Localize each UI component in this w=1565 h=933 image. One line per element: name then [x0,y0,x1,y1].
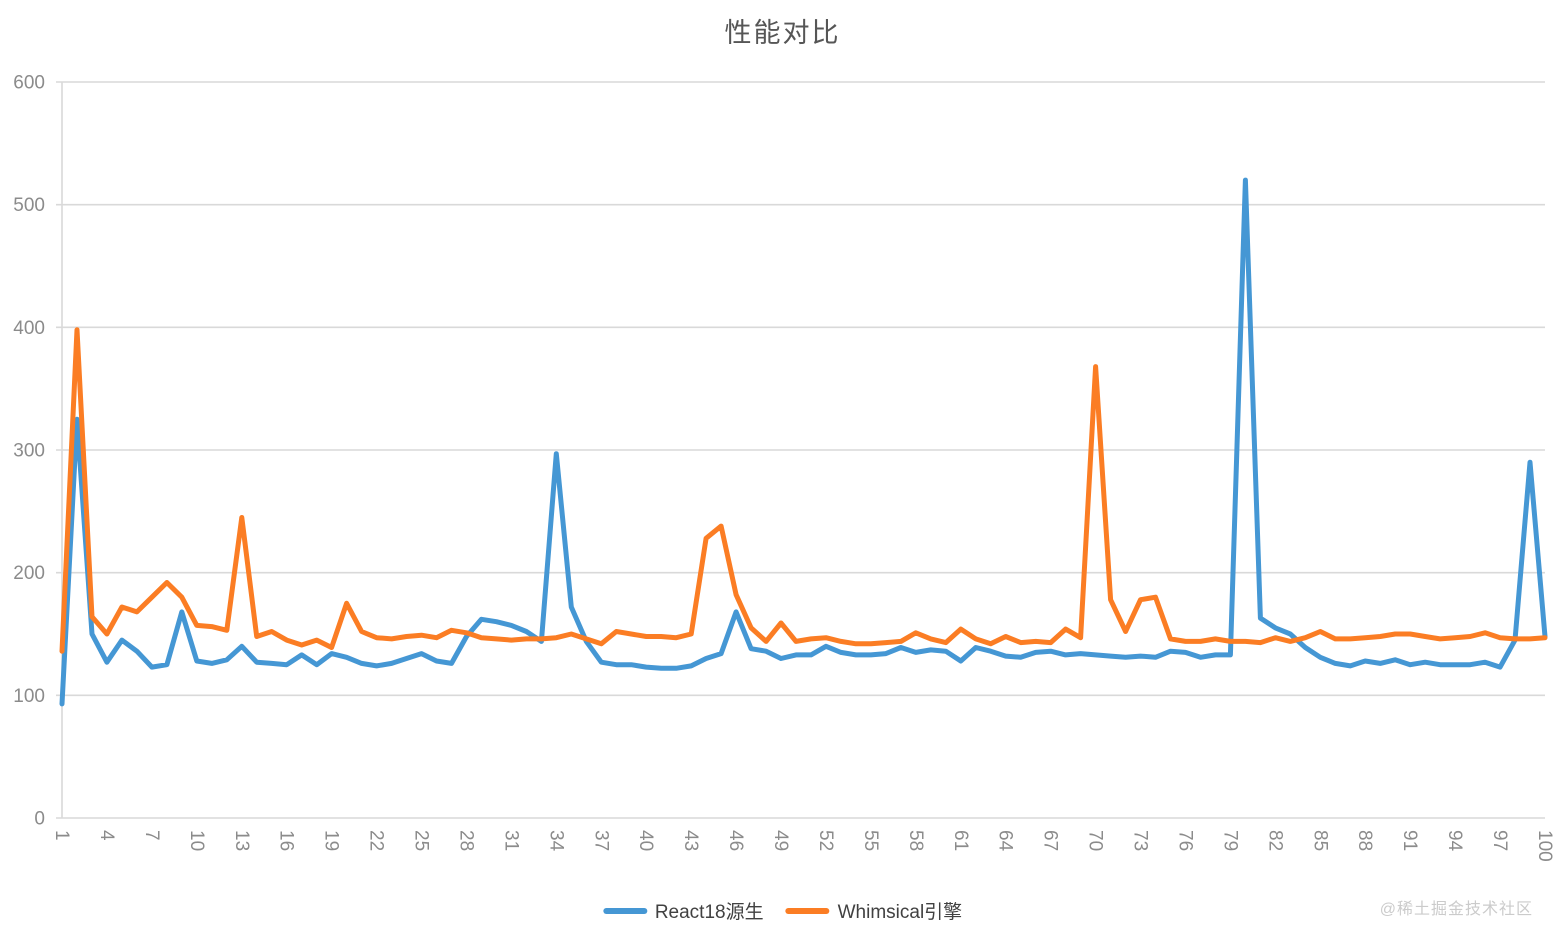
x-axis-label-1: 1 [51,830,72,841]
legend-item-react18: React18源生 [602,897,764,924]
x-axis-label-76: 76 [1175,830,1196,851]
x-axis-label-7: 7 [141,830,162,841]
y-axis-label-500: 500 [13,195,45,216]
y-axis-label-600: 600 [13,73,45,94]
x-axis-label-49: 49 [770,830,791,851]
x-axis-label-16: 16 [276,830,297,851]
x-axis-label-64: 64 [995,830,1016,852]
legend-label-react18: React18源生 [654,902,764,923]
x-axis-label-79: 79 [1219,830,1240,851]
x-axis-label-94: 94 [1444,830,1465,852]
x-axis-label-4: 4 [96,830,117,841]
x-axis-label-28: 28 [456,830,477,851]
x-axis-label-58: 58 [905,830,926,851]
y-axis-label-100: 100 [13,686,45,707]
x-axis-label-85: 85 [1309,830,1330,851]
x-axis-label-40: 40 [635,830,656,851]
legend-item-whimsical: Whimsical引擎 [785,897,963,924]
x-axis-label-52: 52 [815,830,836,851]
x-axis-label-88: 88 [1354,830,1375,851]
x-axis-label-31: 31 [500,830,521,851]
chart-title: 性能对比 [724,18,841,48]
x-axis-label-73: 73 [1130,830,1151,851]
x-axis-label-82: 82 [1264,830,1285,851]
x-axis-label-19: 19 [321,830,342,851]
x-axis-label-91: 91 [1399,830,1420,851]
chart-legend: React18源生 Whimsical引擎 [602,897,963,924]
x-axis-label-10: 10 [186,830,207,851]
x-axis-label-67: 67 [1040,830,1061,851]
x-axis-label-55: 55 [860,830,881,851]
y-axis-label-400: 400 [13,318,45,339]
x-axis-label-61: 61 [950,830,971,851]
x-axis-label-46: 46 [725,830,746,851]
x-axis-label-34: 34 [545,830,566,852]
x-axis-label-100: 100 [1534,830,1555,862]
y-axis-label-300: 300 [13,441,45,462]
x-axis-label-25: 25 [411,830,432,851]
y-axis-label-200: 200 [13,563,45,584]
x-axis-label-13: 13 [231,830,252,851]
legend-swatch-react18 [602,907,647,914]
x-axis-label-43: 43 [680,830,701,851]
legend-swatch-whimsical [785,907,830,914]
legend-label-whimsical: Whimsical引擎 [837,902,963,923]
series-line-0 [59,177,1548,707]
x-axis-label-22: 22 [366,830,387,851]
y-axis-label-0: 0 [34,809,45,830]
x-axis-label-97: 97 [1489,830,1510,851]
watermark: @稀土掘金技术社区 [1379,901,1533,918]
x-axis-label-37: 37 [590,830,611,851]
series-line-1 [59,327,1548,654]
x-axis-label-70: 70 [1085,830,1106,851]
